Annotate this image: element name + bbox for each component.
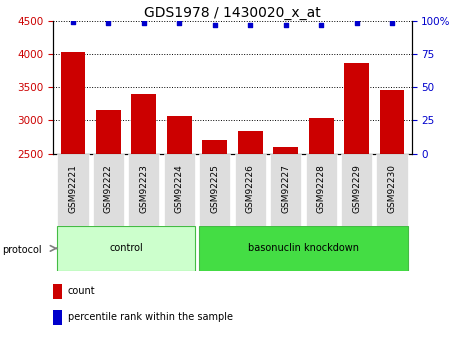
Title: GDS1978 / 1430020_x_at: GDS1978 / 1430020_x_at — [144, 6, 321, 20]
Point — [388, 21, 396, 26]
Text: GSM92223: GSM92223 — [140, 164, 148, 213]
Bar — [96, 110, 121, 319]
Point — [140, 21, 147, 26]
Text: protocol: protocol — [2, 245, 42, 255]
Bar — [379, 90, 405, 319]
Point — [176, 21, 183, 26]
Bar — [132, 95, 156, 319]
Text: count: count — [68, 286, 95, 296]
Text: GSM92230: GSM92230 — [387, 164, 397, 213]
Text: GSM92222: GSM92222 — [104, 164, 113, 213]
Point — [105, 21, 112, 26]
Bar — [202, 140, 227, 319]
Bar — [57, 154, 88, 226]
Text: GSM92224: GSM92224 — [175, 164, 184, 213]
Bar — [306, 154, 337, 226]
Point — [282, 22, 289, 28]
Point — [69, 19, 77, 25]
Bar — [344, 63, 369, 319]
Bar — [164, 154, 195, 226]
Bar — [167, 116, 192, 319]
Bar — [128, 154, 159, 226]
Point — [318, 22, 325, 28]
Text: GSM92228: GSM92228 — [317, 164, 326, 213]
Bar — [53, 310, 62, 325]
Bar — [273, 147, 298, 319]
Bar — [235, 154, 266, 226]
Text: percentile rank within the sample: percentile rank within the sample — [68, 313, 233, 322]
Bar — [60, 52, 86, 319]
Text: control: control — [109, 244, 143, 253]
Bar — [93, 154, 124, 226]
Point — [246, 22, 254, 28]
Bar — [377, 154, 408, 226]
Bar — [341, 154, 372, 226]
Bar — [199, 226, 408, 271]
Text: GSM92227: GSM92227 — [281, 164, 290, 213]
Point — [211, 22, 219, 28]
Bar — [57, 226, 195, 271]
Bar — [53, 284, 62, 299]
Bar — [238, 131, 263, 319]
Text: GSM92225: GSM92225 — [210, 164, 219, 213]
Bar — [270, 154, 301, 226]
Bar — [309, 118, 333, 319]
Text: basonuclin knockdown: basonuclin knockdown — [248, 244, 359, 253]
Text: GSM92229: GSM92229 — [352, 164, 361, 213]
Text: GSM92226: GSM92226 — [246, 164, 255, 213]
Bar — [199, 154, 230, 226]
Point — [353, 21, 360, 26]
Text: GSM92221: GSM92221 — [68, 164, 78, 213]
